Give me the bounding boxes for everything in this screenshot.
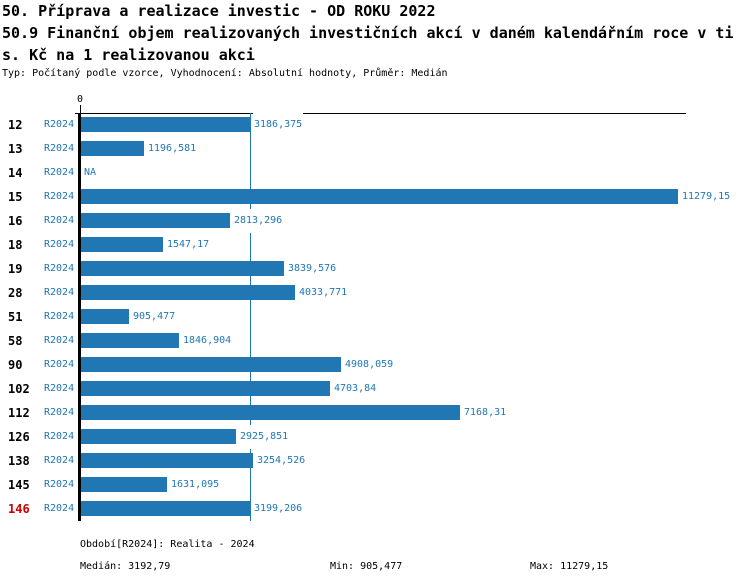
bar	[81, 453, 253, 468]
bar	[81, 429, 236, 444]
chart-row: 28 R2024 4033,771	[0, 281, 750, 305]
x-axis-line	[75, 113, 686, 114]
median-reference-line	[250, 113, 251, 521]
category-label: 126	[8, 430, 30, 444]
chart-row: 18 R2024 1547,17	[0, 233, 750, 257]
series-label: R2024	[44, 407, 75, 418]
category-label: 15	[8, 190, 23, 204]
category-label: 13	[8, 142, 23, 156]
bar	[81, 309, 129, 324]
report-title-line2: 50.9 Finanční objem realizovaných invest…	[2, 24, 734, 42]
bar	[81, 333, 179, 348]
value-label: 4033,771	[298, 281, 349, 305]
chart-row: 14 R2024 NA	[0, 161, 750, 185]
category-label: 138	[8, 454, 30, 468]
bar	[81, 285, 295, 300]
chart-row: 145 R2024 1631,095	[0, 473, 750, 497]
category-label: 102	[8, 382, 30, 396]
series-label: R2024	[44, 167, 75, 178]
series-label: R2024	[44, 119, 75, 130]
y-axis-line	[78, 113, 81, 521]
value-label: 3186,375	[253, 113, 304, 137]
category-label: 14	[8, 166, 23, 180]
series-label: R2024	[44, 479, 75, 490]
series-label: R2024	[44, 311, 75, 322]
chart-row: 112 R2024 7168,31	[0, 401, 750, 425]
value-label: 3254,526	[256, 449, 307, 473]
x-axis-zero-tick-label: 0	[76, 94, 84, 105]
value-label: 3199,206	[253, 497, 304, 521]
category-label: 28	[8, 286, 23, 300]
series-label: R2024	[44, 503, 75, 514]
chart-row: 58 R2024 1846,904	[0, 329, 750, 353]
bar	[81, 405, 460, 420]
chart-row: 146 R2024 3199,206	[0, 497, 750, 521]
chart-row: 51 R2024 905,477	[0, 305, 750, 329]
bar	[81, 477, 167, 492]
category-label: 16	[8, 214, 23, 228]
series-label: R2024	[44, 359, 75, 370]
series-label: R2024	[44, 383, 75, 394]
value-label: 905,477	[132, 305, 177, 329]
chart-row: 19 R2024 3839,576	[0, 257, 750, 281]
bar	[81, 141, 144, 156]
series-label: R2024	[44, 239, 75, 250]
series-label: R2024	[44, 143, 75, 154]
series-label: R2024	[44, 263, 75, 274]
value-label: 7168,31	[463, 401, 508, 425]
footer-min: Min: 905,477	[330, 561, 403, 572]
chart-row: 102 R2024 4703,84	[0, 377, 750, 401]
value-label: 3839,576	[287, 257, 338, 281]
chart-row: 12 R2024 3186,375	[0, 113, 750, 137]
series-label: R2024	[44, 431, 75, 442]
bar	[81, 213, 230, 228]
bar-chart-rows: 12 R2024 3186,375 13 R2024 1196,581 14 R2024 NA 1…	[0, 113, 750, 521]
chart-meta-line: Typ: Počítaný podle vzorce, Vyhodnocení:…	[2, 68, 448, 79]
category-label: 90	[8, 358, 23, 372]
series-label: R2024	[44, 455, 75, 466]
bar	[81, 261, 284, 276]
bar	[81, 501, 250, 516]
value-label: 4703,84	[333, 377, 378, 401]
value-label: 1631,095	[170, 473, 221, 497]
x-axis-zero-tick	[80, 105, 81, 113]
report-title-line1: 50. Příprava a realizace investic - OD R…	[2, 2, 436, 20]
value-label: 1196,581	[147, 137, 198, 161]
bar	[81, 237, 163, 252]
chart-row: 90 R2024 4908,059	[0, 353, 750, 377]
category-label: 18	[8, 238, 23, 252]
value-label: 4908,059	[344, 353, 395, 377]
series-label: R2024	[44, 215, 75, 226]
category-label: 58	[8, 334, 23, 348]
category-label: 19	[8, 262, 23, 276]
chart-row: 138 R2024 3254,526	[0, 449, 750, 473]
bar	[81, 189, 678, 204]
chart-row: 13 R2024 1196,581	[0, 137, 750, 161]
category-label: 112	[8, 406, 30, 420]
na-value-label: NA	[84, 167, 97, 178]
category-label: 145	[8, 478, 30, 492]
footer-median: Medián: 3192,79	[80, 561, 171, 572]
value-label: 1547,17	[166, 233, 211, 257]
value-label: 2925,851	[239, 425, 290, 449]
series-label: R2024	[44, 335, 75, 346]
value-label: 11279,15	[681, 185, 732, 209]
category-label: 146	[8, 502, 30, 516]
series-label: R2024	[44, 191, 75, 202]
series-label: R2024	[44, 287, 75, 298]
chart-row: 16 R2024 2813,296	[0, 209, 750, 233]
category-label: 51	[8, 310, 23, 324]
report-title-line3: s. Kč na 1 realizovanou akci	[2, 46, 255, 64]
bar	[81, 117, 250, 132]
footer-period: Období[R2024]: Realita - 2024	[80, 539, 255, 550]
bar	[81, 357, 341, 372]
footer-max: Max: 11279,15	[530, 561, 609, 572]
bar	[81, 381, 330, 396]
chart-row: 126 R2024 2925,851	[0, 425, 750, 449]
value-label: 1846,904	[182, 329, 233, 353]
chart-row: 15 R2024 11279,15	[0, 185, 750, 209]
category-label: 12	[8, 118, 23, 132]
value-label: 2813,296	[233, 209, 284, 233]
